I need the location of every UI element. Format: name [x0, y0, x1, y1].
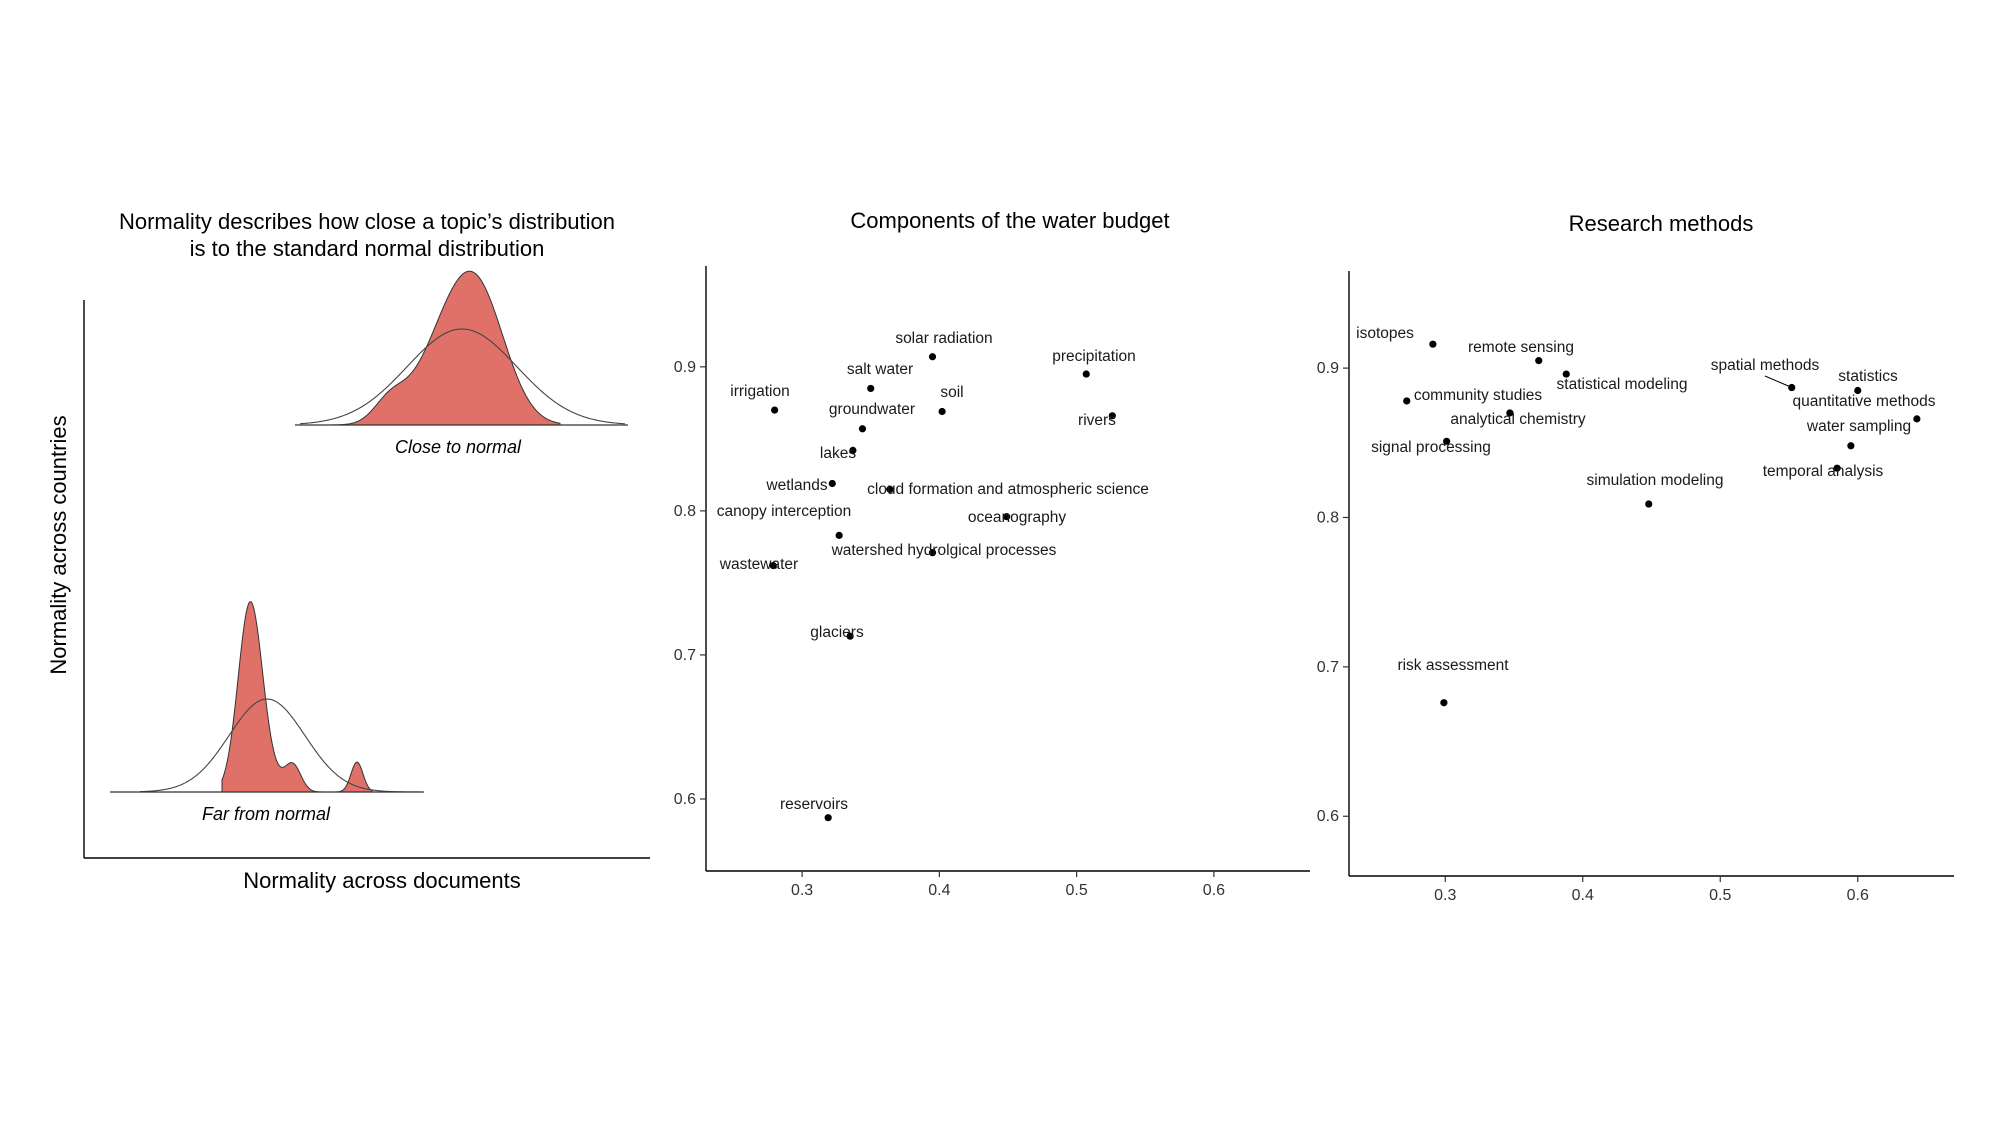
- water-budget-point-cloud-formation-and-atmospheric-science: [886, 485, 894, 493]
- research-methods-point-risk-assessment: [1440, 699, 1448, 707]
- water-budget-label-reservoirs: reservoirs: [780, 796, 848, 813]
- research-methods-title: Research methods: [1569, 211, 1754, 236]
- water-budget-label-groundwater: groundwater: [829, 401, 915, 418]
- water-budget-label-wastewater: wastewater: [719, 556, 798, 573]
- research-methods-point-water-sampling: [1847, 442, 1855, 450]
- water-budget-label-glaciers: glaciers: [810, 624, 864, 641]
- water-budget-point-irrigation: [771, 406, 779, 414]
- water-budget-point-reservoirs: [824, 814, 832, 822]
- research-methods-x-tick-label: 0.6: [1847, 887, 1869, 904]
- research-methods-y-tick-label: 0.9: [1317, 360, 1339, 377]
- research-methods-label-statistics: statistics: [1838, 368, 1898, 385]
- research-methods-point-temporal-analysis: [1833, 464, 1841, 472]
- research-methods-y-tick-label: 0.7: [1317, 659, 1339, 676]
- water-budget-point-glaciers: [846, 632, 854, 640]
- water-budget-point-wastewater: [769, 562, 777, 570]
- research-methods-label-temporal-analysis: temporal analysis: [1763, 463, 1884, 480]
- water-budget-y-tick-label: 0.6: [674, 791, 696, 808]
- water-budget-point-oceanography: [1003, 513, 1011, 521]
- water-budget-x-tick-label: 0.6: [1203, 882, 1225, 899]
- research-methods-y-tick-label: 0.8: [1317, 509, 1339, 526]
- research-methods-label-water-sampling: water sampling: [1806, 418, 1911, 435]
- research-methods-label-simulation-modeling: simulation modeling: [1587, 472, 1724, 489]
- water-budget-label-solar-radiation: solar radiation: [895, 330, 992, 347]
- far-from-normal-filled-density: [221, 601, 373, 793]
- normality-schematic-panel: Normality describes how close a topic’s …: [46, 209, 650, 893]
- water-budget-label-cloud-formation-and-atmospheric-science: cloud formation and atmospheric science: [867, 481, 1149, 498]
- schematic-y-axis-title: Normality across countries: [46, 415, 71, 674]
- water-budget-label-soil: soil: [940, 384, 963, 401]
- research-methods-point-remote-sensing: [1535, 357, 1543, 365]
- water-budget-x-tick-label: 0.3: [791, 882, 813, 899]
- water-budget-title: Components of the water budget: [850, 208, 1169, 233]
- water-budget-point-salt-water: [867, 384, 875, 393]
- research-methods-label-risk-assessment: risk assessment: [1397, 657, 1509, 674]
- schematic-x-axis-title: Normality across documents: [243, 868, 521, 893]
- water-budget-point-soil: [938, 407, 946, 416]
- close-to-normal-filled-density: [329, 270, 561, 426]
- water-budget-label-precipitation: precipitation: [1052, 348, 1136, 365]
- far-from-normal-reference-curve: [139, 698, 420, 793]
- close-to-normal-density: [295, 270, 628, 426]
- research-methods-point-statistical-modeling: [1562, 370, 1570, 378]
- research-methods-point-statistics: [1854, 386, 1862, 395]
- water-budget-label-oceanography: oceanography: [968, 509, 1066, 526]
- schematic-title-line2: is to the standard normal distribution: [190, 236, 545, 261]
- water-budget-label-lakes: lakes: [820, 445, 856, 462]
- water-budget-label-wetlands: wetlands: [765, 477, 827, 494]
- water-budget-label-rivers: rivers: [1078, 412, 1116, 429]
- close-to-normal-reference-curve: [299, 328, 626, 425]
- water-budget-y-tick-label: 0.9: [674, 359, 696, 376]
- water-budget-x-tick-label: 0.5: [1066, 882, 1088, 899]
- water-budget-y-tick-label: 0.7: [674, 647, 696, 664]
- schematic-title-line1: Normality describes how close a topic’s …: [119, 209, 615, 234]
- research-methods-label-isotopes: isotopes: [1356, 325, 1414, 342]
- water-budget-point-wetlands: [828, 479, 836, 488]
- water-budget-point-watershed-hydrolgical-processes: [928, 549, 937, 557]
- research-methods-point-quantitative-methods: [1913, 415, 1921, 423]
- water-budget-label-salt-water: salt water: [847, 361, 913, 378]
- water-budget-point-groundwater: [858, 425, 867, 433]
- research-methods-label-signal-processing: signal processing: [1371, 439, 1491, 456]
- research-methods-label-spatial-methods: spatial methods: [1711, 357, 1820, 374]
- water-budget-label-irrigation: irrigation: [730, 383, 789, 400]
- water-budget-label-watershed-hydrolgical-processes: watershed hydrolgical processes: [831, 542, 1057, 559]
- water-budget-y-tick-label: 0.8: [674, 503, 696, 520]
- research-methods-label-community-studies: community studies: [1414, 387, 1543, 404]
- close-to-normal-label: Close to normal: [395, 437, 522, 457]
- water-budget-point-canopy-interception: [835, 531, 843, 539]
- research-methods-point-spatial-methods: [1788, 383, 1796, 392]
- research-methods-x-tick-label: 0.3: [1434, 887, 1456, 904]
- far-from-normal-density: [110, 601, 424, 793]
- water-budget-label-canopy-interception: canopy interception: [717, 503, 851, 520]
- water-budget-point-rivers: [1108, 412, 1116, 420]
- research-methods-x-tick-label: 0.4: [1572, 887, 1594, 904]
- research-methods-label-remote-sensing: remote sensing: [1468, 339, 1574, 356]
- far-from-normal-label: Far from normal: [202, 804, 331, 824]
- research-methods-point-isotopes: [1429, 340, 1437, 348]
- water-budget-point-solar-radiation: [928, 353, 937, 361]
- research-methods-label-statistical-modeling: statistical modeling: [1557, 376, 1688, 393]
- water-budget-point-precipitation: [1082, 370, 1090, 378]
- research-methods-scatter-panel: Research methods 0.3 0.4 0.5 0.6 0.6 0.7 0.8 0.9…: [1317, 211, 1954, 904]
- research-methods-label-quantitative-methods: quantitative methods: [1792, 393, 1935, 410]
- water-budget-x-tick-label: 0.4: [928, 882, 950, 899]
- research-methods-point-simulation-modeling: [1645, 500, 1653, 508]
- water-budget-scatter-panel: Components of the water budget 0.3 0.4 0.5 0…: [674, 208, 1310, 899]
- research-methods-y-tick-label: 0.6: [1317, 808, 1339, 825]
- research-methods-point-signal-processing: [1443, 437, 1451, 445]
- water-budget-point-lakes: [849, 446, 857, 454]
- research-methods-point-analytical-chemistry: [1506, 409, 1514, 417]
- research-methods-x-tick-label: 0.5: [1709, 887, 1731, 904]
- research-methods-leader-spatial-methods: [1764, 375, 1792, 388]
- research-methods-label-analytical-chemistry: analytical chemistry: [1450, 411, 1585, 428]
- research-methods-point-community-studies: [1403, 397, 1411, 405]
